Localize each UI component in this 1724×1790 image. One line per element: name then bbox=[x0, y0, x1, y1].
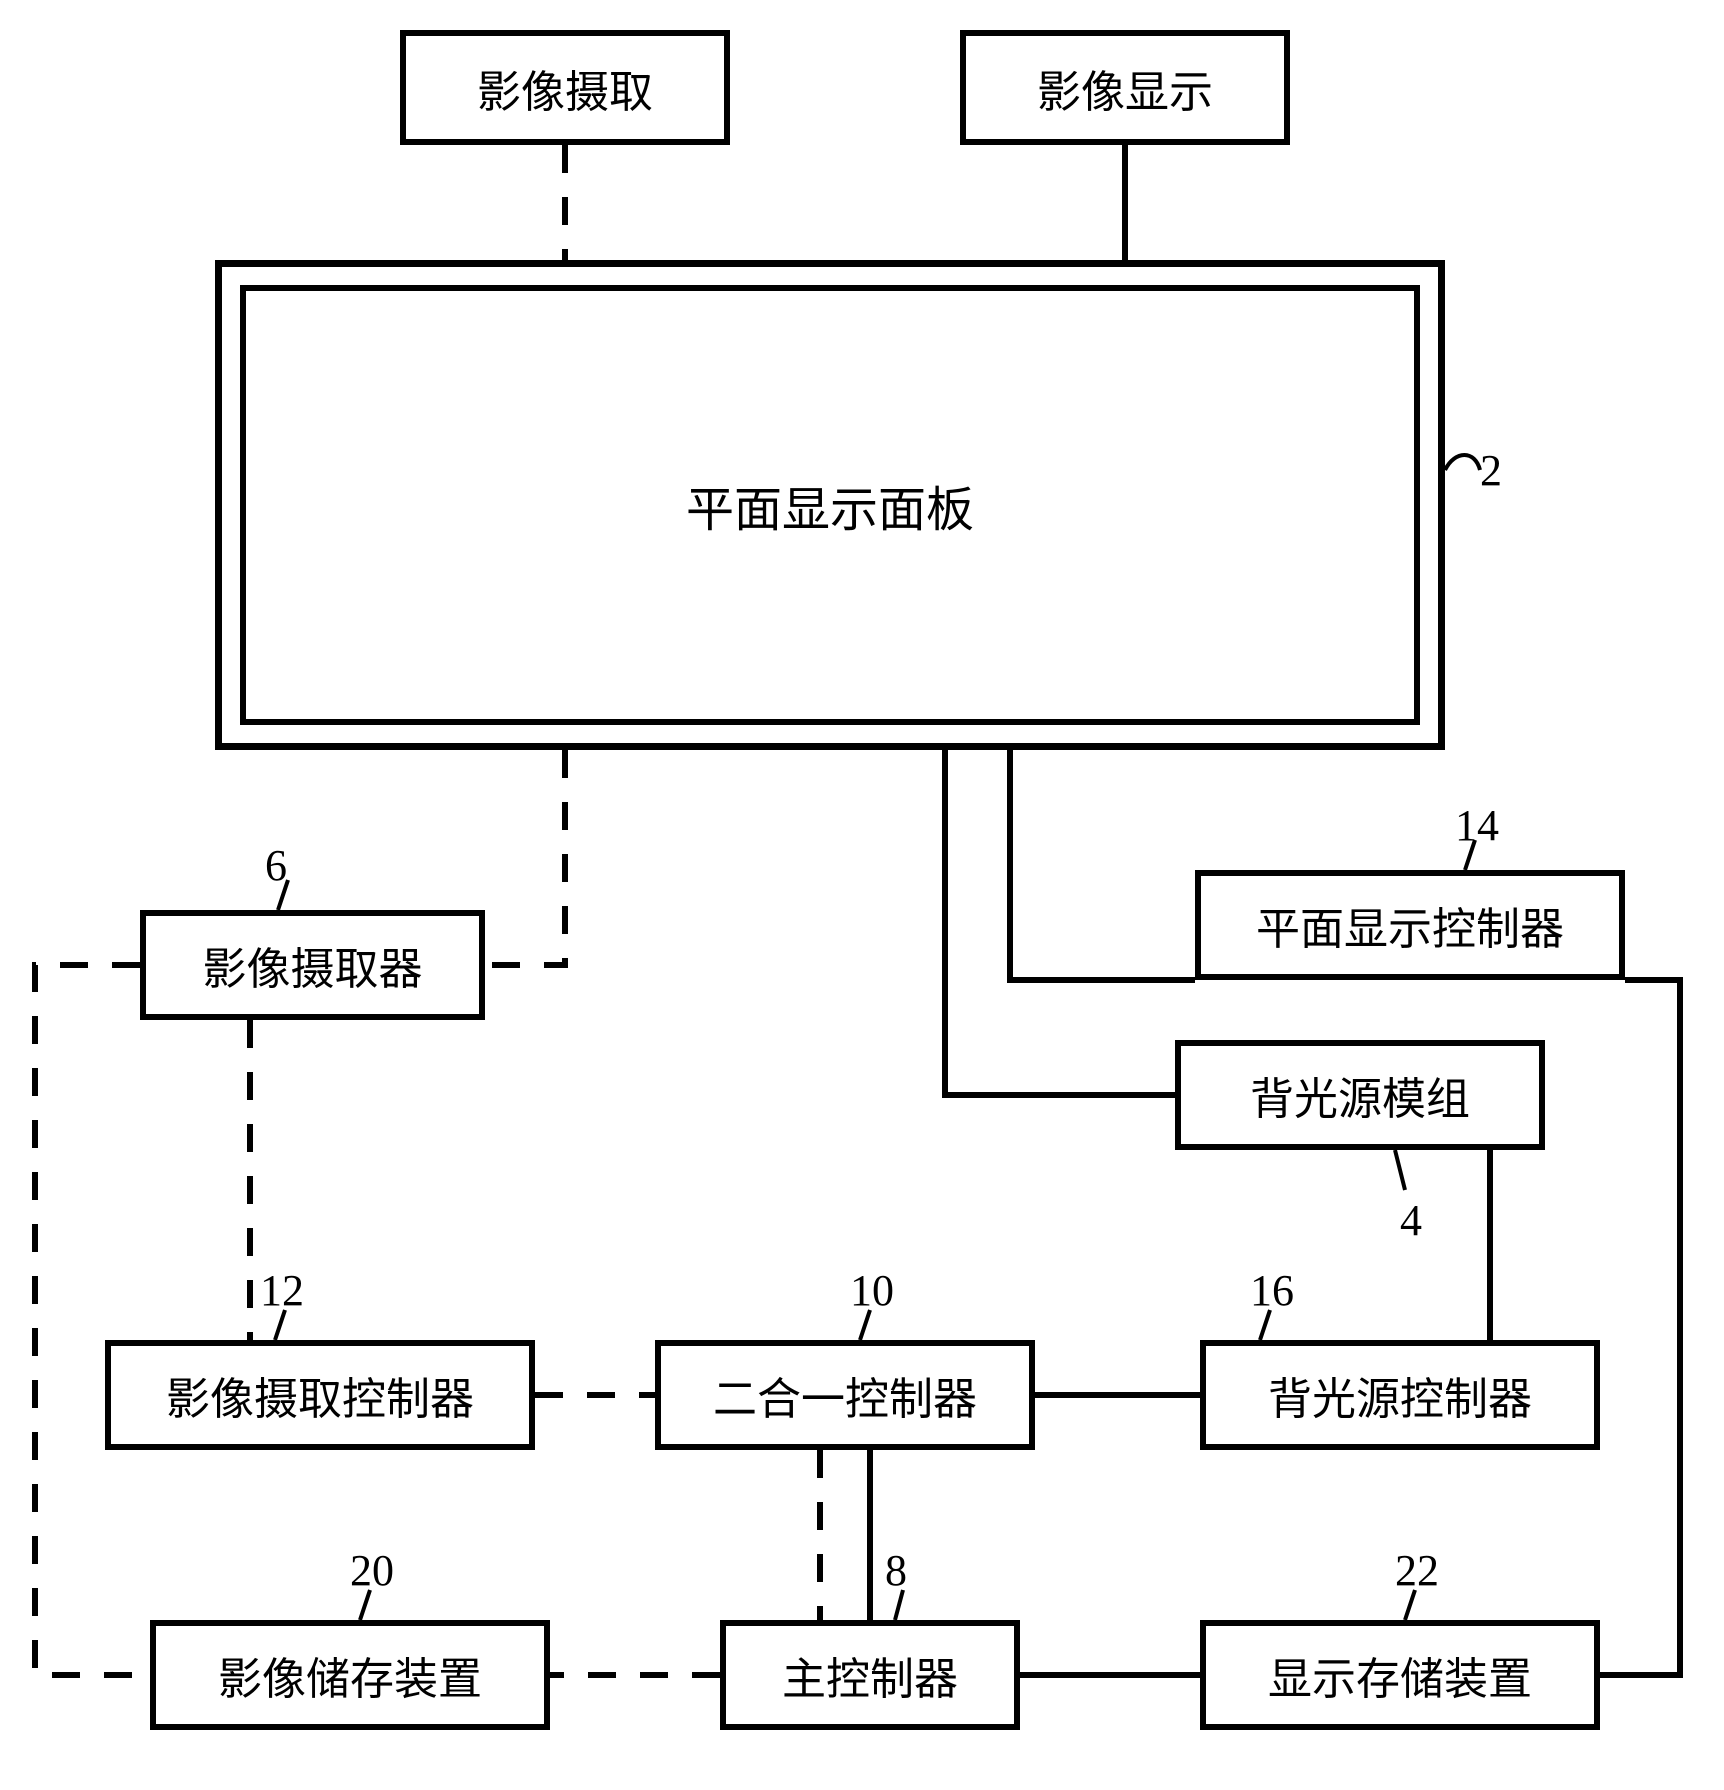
backlight-controller-box: 背光源控制器 bbox=[1200, 1340, 1600, 1450]
image-storage-label: 影像储存装置 bbox=[218, 1643, 482, 1707]
main-controller-label: 主控制器 bbox=[782, 1643, 958, 1707]
two-in-one-controller-box: 二合一控制器 bbox=[655, 1340, 1035, 1450]
two-in-one-controller-label: 二合一控制器 bbox=[713, 1363, 977, 1427]
display-storage-box: 显示存储装置 bbox=[1200, 1620, 1600, 1730]
image-capture-mode-box: 影像摄取 bbox=[400, 30, 730, 145]
display-storage-label: 显示存储装置 bbox=[1268, 1643, 1532, 1707]
image-capture-controller-box: 影像摄取控制器 bbox=[105, 1340, 535, 1450]
ref-4: 4 bbox=[1400, 1195, 1422, 1246]
image-display-mode-label: 影像显示 bbox=[1037, 56, 1213, 120]
ref-14: 14 bbox=[1455, 800, 1499, 851]
fp-controller-label: 平面显示控制器 bbox=[1256, 893, 1564, 957]
image-capturer-label: 影像摄取器 bbox=[203, 933, 423, 997]
image-capture-mode-label: 影像摄取 bbox=[477, 56, 653, 120]
flat-display-panel-outer: 平面显示面板 bbox=[215, 260, 1445, 750]
backlight-controller-label: 背光源控制器 bbox=[1268, 1363, 1532, 1427]
ref-10: 10 bbox=[850, 1265, 894, 1316]
backlight-module-box: 背光源模组 bbox=[1175, 1040, 1545, 1150]
ref-16: 16 bbox=[1250, 1265, 1294, 1316]
image-capture-controller-label: 影像摄取控制器 bbox=[166, 1363, 474, 1427]
ref-6: 6 bbox=[265, 840, 287, 891]
ref-20: 20 bbox=[350, 1545, 394, 1596]
backlight-module-label: 背光源模组 bbox=[1250, 1063, 1470, 1127]
fp-controller-box: 平面显示控制器 bbox=[1195, 870, 1625, 980]
ref-2: 2 bbox=[1480, 445, 1502, 496]
image-storage-box: 影像储存装置 bbox=[150, 1620, 550, 1730]
main-controller-box: 主控制器 bbox=[720, 1620, 1020, 1730]
image-capturer-box: 影像摄取器 bbox=[140, 910, 485, 1020]
ref-22: 22 bbox=[1395, 1545, 1439, 1596]
flat-display-panel-label: 平面显示面板 bbox=[686, 470, 974, 540]
flat-display-panel-inner: 平面显示面板 bbox=[240, 285, 1420, 725]
image-display-mode-box: 影像显示 bbox=[960, 30, 1290, 145]
ref-12: 12 bbox=[260, 1265, 304, 1316]
ref-8: 8 bbox=[885, 1545, 907, 1596]
